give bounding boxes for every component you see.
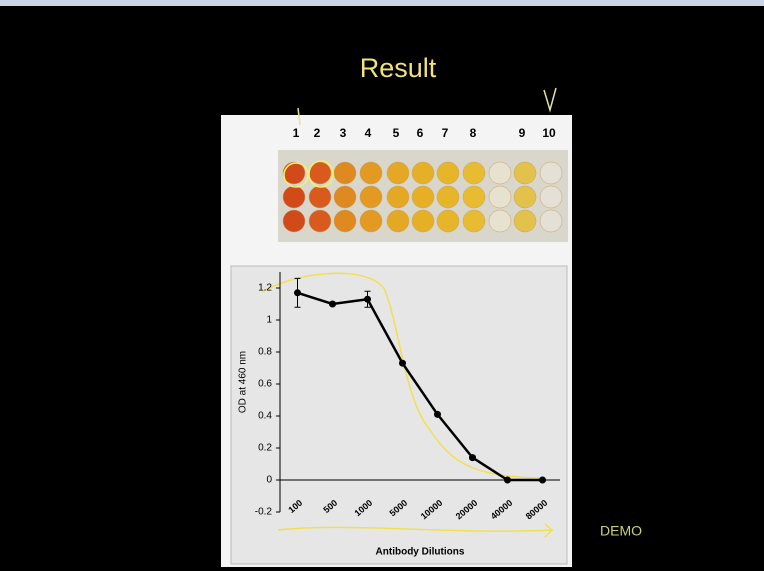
well [387, 186, 409, 208]
well [334, 210, 356, 232]
well [463, 210, 485, 232]
point [329, 301, 336, 308]
point [399, 360, 406, 367]
point [469, 454, 476, 461]
well [360, 210, 382, 232]
well [309, 210, 331, 232]
well [437, 210, 459, 232]
well-number: 1 [293, 126, 300, 140]
well [514, 162, 536, 184]
well [540, 210, 562, 232]
y-tick-label: 1 [266, 315, 272, 326]
wells [283, 161, 562, 232]
well [412, 210, 434, 232]
well [437, 186, 459, 208]
well [540, 162, 562, 184]
point [504, 477, 511, 484]
y-tick-label: -0.2 [255, 507, 273, 518]
well [489, 162, 511, 184]
well [309, 186, 331, 208]
y-axis-label: OD at 460 nm [238, 351, 249, 413]
y-tick-label: 0 [266, 475, 272, 486]
point [294, 289, 301, 296]
well-number: 5 [393, 126, 400, 140]
well-number: 3 [340, 126, 347, 140]
well-number: 10 [542, 126, 556, 140]
well-number: 8 [470, 126, 477, 140]
well [489, 186, 511, 208]
point [434, 411, 441, 418]
well [360, 162, 382, 184]
well [514, 186, 536, 208]
y-tick-label: 0.6 [258, 379, 272, 390]
well-number: 6 [417, 126, 424, 140]
well-number: 2 [314, 126, 321, 140]
slide: Result 12345678910 -0.200.20.40.60.811.2… [0, 0, 764, 571]
well-number: 7 [442, 126, 449, 140]
chart-panel [231, 266, 567, 564]
well [387, 210, 409, 232]
well [283, 210, 305, 232]
watermark: DEMO [600, 523, 642, 539]
point [364, 296, 371, 303]
well-number: 4 [365, 126, 372, 140]
well [437, 162, 459, 184]
y-tick-label: 0.4 [258, 411, 272, 422]
well [489, 210, 511, 232]
well [387, 162, 409, 184]
well [334, 162, 356, 184]
y-tick-label: 0.2 [258, 443, 272, 454]
top-strip [0, 0, 764, 6]
well [463, 162, 485, 184]
well [283, 186, 305, 208]
slide-title: Result [360, 53, 437, 83]
well [412, 162, 434, 184]
well [412, 186, 434, 208]
well [360, 186, 382, 208]
page: Result 12345678910 -0.200.20.40.60.811.2… [0, 0, 764, 571]
well [514, 210, 536, 232]
well [463, 186, 485, 208]
point [539, 477, 546, 484]
well [540, 186, 562, 208]
x-axis-label: Antibody Dilutions [376, 547, 465, 558]
well-number: 9 [519, 126, 526, 140]
well [334, 186, 356, 208]
y-tick-label: 1.2 [258, 283, 272, 294]
y-tick-label: 0.8 [258, 347, 272, 358]
